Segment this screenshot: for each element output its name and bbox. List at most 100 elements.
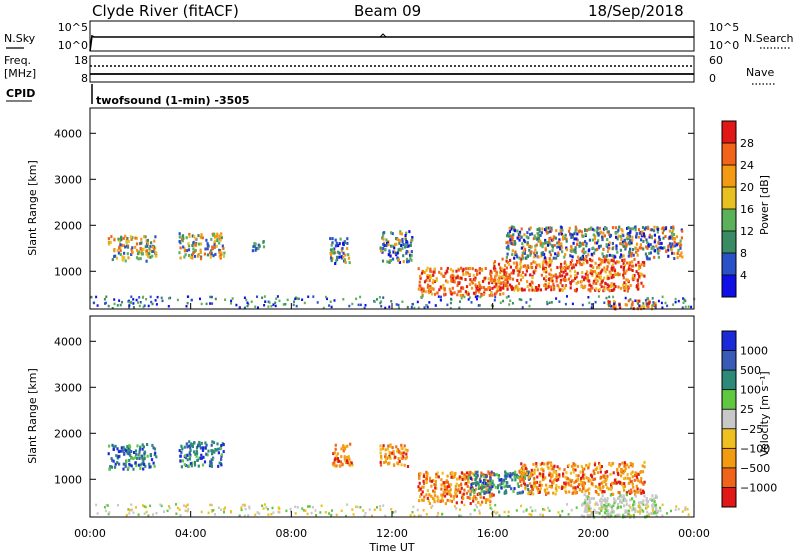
- power-cell: [603, 288, 606, 292]
- power-cell: [672, 233, 676, 236]
- velocity-cell: [603, 503, 606, 507]
- velocity-ground-cell: [390, 508, 393, 511]
- power-cell: [119, 253, 122, 256]
- power-cell: [400, 232, 403, 236]
- power-cell: [419, 276, 422, 280]
- power-cell: [637, 282, 640, 286]
- velocity-cell: [475, 475, 478, 479]
- velocity-cell: [535, 486, 538, 489]
- power-cell: [433, 267, 436, 271]
- velocity-ground-cell: [430, 506, 433, 509]
- power-ground-cell: [90, 295, 93, 299]
- velocity-cell: [605, 470, 609, 474]
- power-cell: [585, 244, 588, 248]
- power-cell: [122, 236, 125, 240]
- power-ground-cell: [511, 302, 514, 305]
- power-cell: [440, 267, 443, 271]
- velocity-cell: [645, 499, 648, 503]
- power-cell: [179, 246, 182, 250]
- power-cell: [582, 278, 586, 282]
- power-cell: [197, 234, 200, 238]
- power-ground-cell: [119, 303, 122, 307]
- power-cell: [516, 255, 519, 259]
- velocity-cell: [180, 465, 183, 469]
- power-cell: [429, 267, 432, 271]
- power-ground-cell: [502, 299, 505, 303]
- power-cell: [120, 238, 123, 242]
- velocity-cell: [444, 489, 447, 493]
- power-cell: [599, 275, 602, 279]
- velocity-ground-cell: [566, 503, 568, 506]
- power-cell: [151, 245, 154, 249]
- velocity-cell: [488, 493, 492, 497]
- velocity-cell: [485, 484, 488, 488]
- velocity-cell: [116, 447, 119, 451]
- power-cell: [615, 247, 618, 251]
- velocity-ground-cell: [547, 506, 550, 510]
- velocity-cell: [625, 493, 628, 497]
- velocity-ground-cell: [278, 511, 281, 514]
- x-tick-label: 00:00: [678, 527, 710, 540]
- power-cell: [342, 242, 345, 246]
- velocity-ground-cell: [612, 504, 615, 507]
- velocity-cell: [518, 471, 521, 475]
- power-cell: [254, 242, 257, 246]
- power-cell: [402, 260, 405, 264]
- power-cell: [223, 251, 226, 255]
- velocity-cell: [433, 494, 437, 498]
- power-cell: [145, 259, 148, 263]
- x-tick-label: 08:00: [275, 527, 307, 540]
- power-cell: [575, 275, 578, 279]
- velocity-cell: [348, 463, 351, 467]
- power-cell: [519, 265, 523, 269]
- power-cell: [451, 273, 454, 277]
- velocity-cell: [570, 464, 574, 468]
- power-cell: [439, 285, 442, 289]
- velocity-cell: [545, 491, 548, 495]
- power-cell: [405, 243, 408, 246]
- power-cell: [506, 282, 509, 286]
- power-cell: [596, 247, 599, 251]
- power-cell: [154, 254, 157, 258]
- power-cell: [499, 288, 502, 292]
- power-ground-cell: [149, 295, 152, 299]
- velocity-cell: [533, 468, 536, 472]
- velocity-cell: [478, 484, 481, 488]
- power-cell: [606, 265, 609, 269]
- velocity-cell: [637, 478, 640, 482]
- power-cell: [470, 279, 473, 283]
- power-cell: [548, 239, 551, 243]
- power-cell: [539, 239, 542, 243]
- velocity-cell: [490, 494, 493, 498]
- power-cell: [220, 251, 223, 255]
- velocity-cell: [180, 450, 183, 454]
- velocity-cell: [622, 494, 625, 498]
- velocity-cell: [403, 463, 406, 467]
- power-cbar-segment: [722, 187, 736, 210]
- power-cell: [643, 274, 646, 278]
- velocity-ground-cell: [294, 512, 297, 515]
- velocity-cell: [196, 458, 199, 462]
- velocity-cell: [527, 471, 530, 475]
- power-cell: [638, 274, 641, 278]
- time-x-axis: 00:00 04:00 08:00 12:00 16:00 20:00 00:00: [74, 303, 710, 540]
- velocity-cell: [392, 450, 395, 454]
- velocity-ground-cell: [243, 503, 246, 507]
- velocity-cell: [490, 479, 493, 483]
- power-cell: [381, 236, 384, 240]
- power-ground-cell: [113, 302, 116, 306]
- power-ground-cell: [243, 306, 246, 310]
- power-cell: [594, 241, 597, 245]
- power-cell: [630, 241, 633, 244]
- velocity-cell: [463, 477, 466, 481]
- power-cell: [400, 244, 403, 247]
- power-ground-cell: [682, 297, 685, 300]
- velocity-cell: [387, 456, 390, 460]
- power-ground-cell: [470, 301, 473, 304]
- power-cell: [203, 252, 206, 256]
- velocity-cell: [593, 463, 596, 467]
- velocity-ground-cell: [362, 509, 365, 512]
- velocity-ground-cell: [588, 509, 591, 513]
- velocity-cell: [488, 498, 491, 502]
- velocity-ground-cell: [200, 510, 203, 514]
